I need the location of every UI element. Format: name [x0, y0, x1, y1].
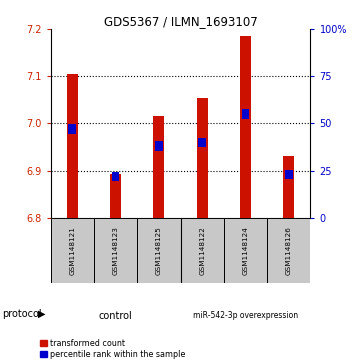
Text: GSM1148122: GSM1148122: [199, 226, 205, 275]
Text: GSM1148125: GSM1148125: [156, 226, 162, 275]
Bar: [242, 109, 249, 119]
Bar: [112, 172, 119, 181]
Title: GDS5367 / ILMN_1693107: GDS5367 / ILMN_1693107: [104, 15, 257, 28]
Bar: [155, 141, 162, 151]
Text: protocol: protocol: [2, 309, 42, 319]
Bar: [137, 218, 180, 283]
Text: GSM1148124: GSM1148124: [243, 226, 248, 275]
Legend: transformed count, percentile rank within the sample: transformed count, percentile rank withi…: [40, 339, 185, 359]
Text: ▶: ▶: [38, 309, 45, 319]
Bar: [199, 138, 206, 147]
Text: control: control: [99, 311, 132, 321]
Bar: [197, 98, 208, 218]
Bar: [180, 218, 224, 283]
Bar: [69, 125, 76, 134]
Text: GSM1148121: GSM1148121: [69, 226, 75, 275]
Bar: [224, 218, 267, 283]
Bar: [283, 155, 294, 218]
Bar: [51, 218, 94, 283]
Bar: [267, 218, 310, 283]
Bar: [153, 117, 164, 218]
Bar: [285, 170, 292, 179]
Text: GSM1148126: GSM1148126: [286, 226, 292, 275]
Text: miR-542-3p overexpression: miR-542-3p overexpression: [193, 311, 298, 320]
Bar: [94, 218, 137, 283]
Bar: [67, 74, 78, 218]
Text: GSM1148123: GSM1148123: [113, 226, 118, 275]
Bar: [240, 36, 251, 218]
Bar: [110, 174, 121, 218]
